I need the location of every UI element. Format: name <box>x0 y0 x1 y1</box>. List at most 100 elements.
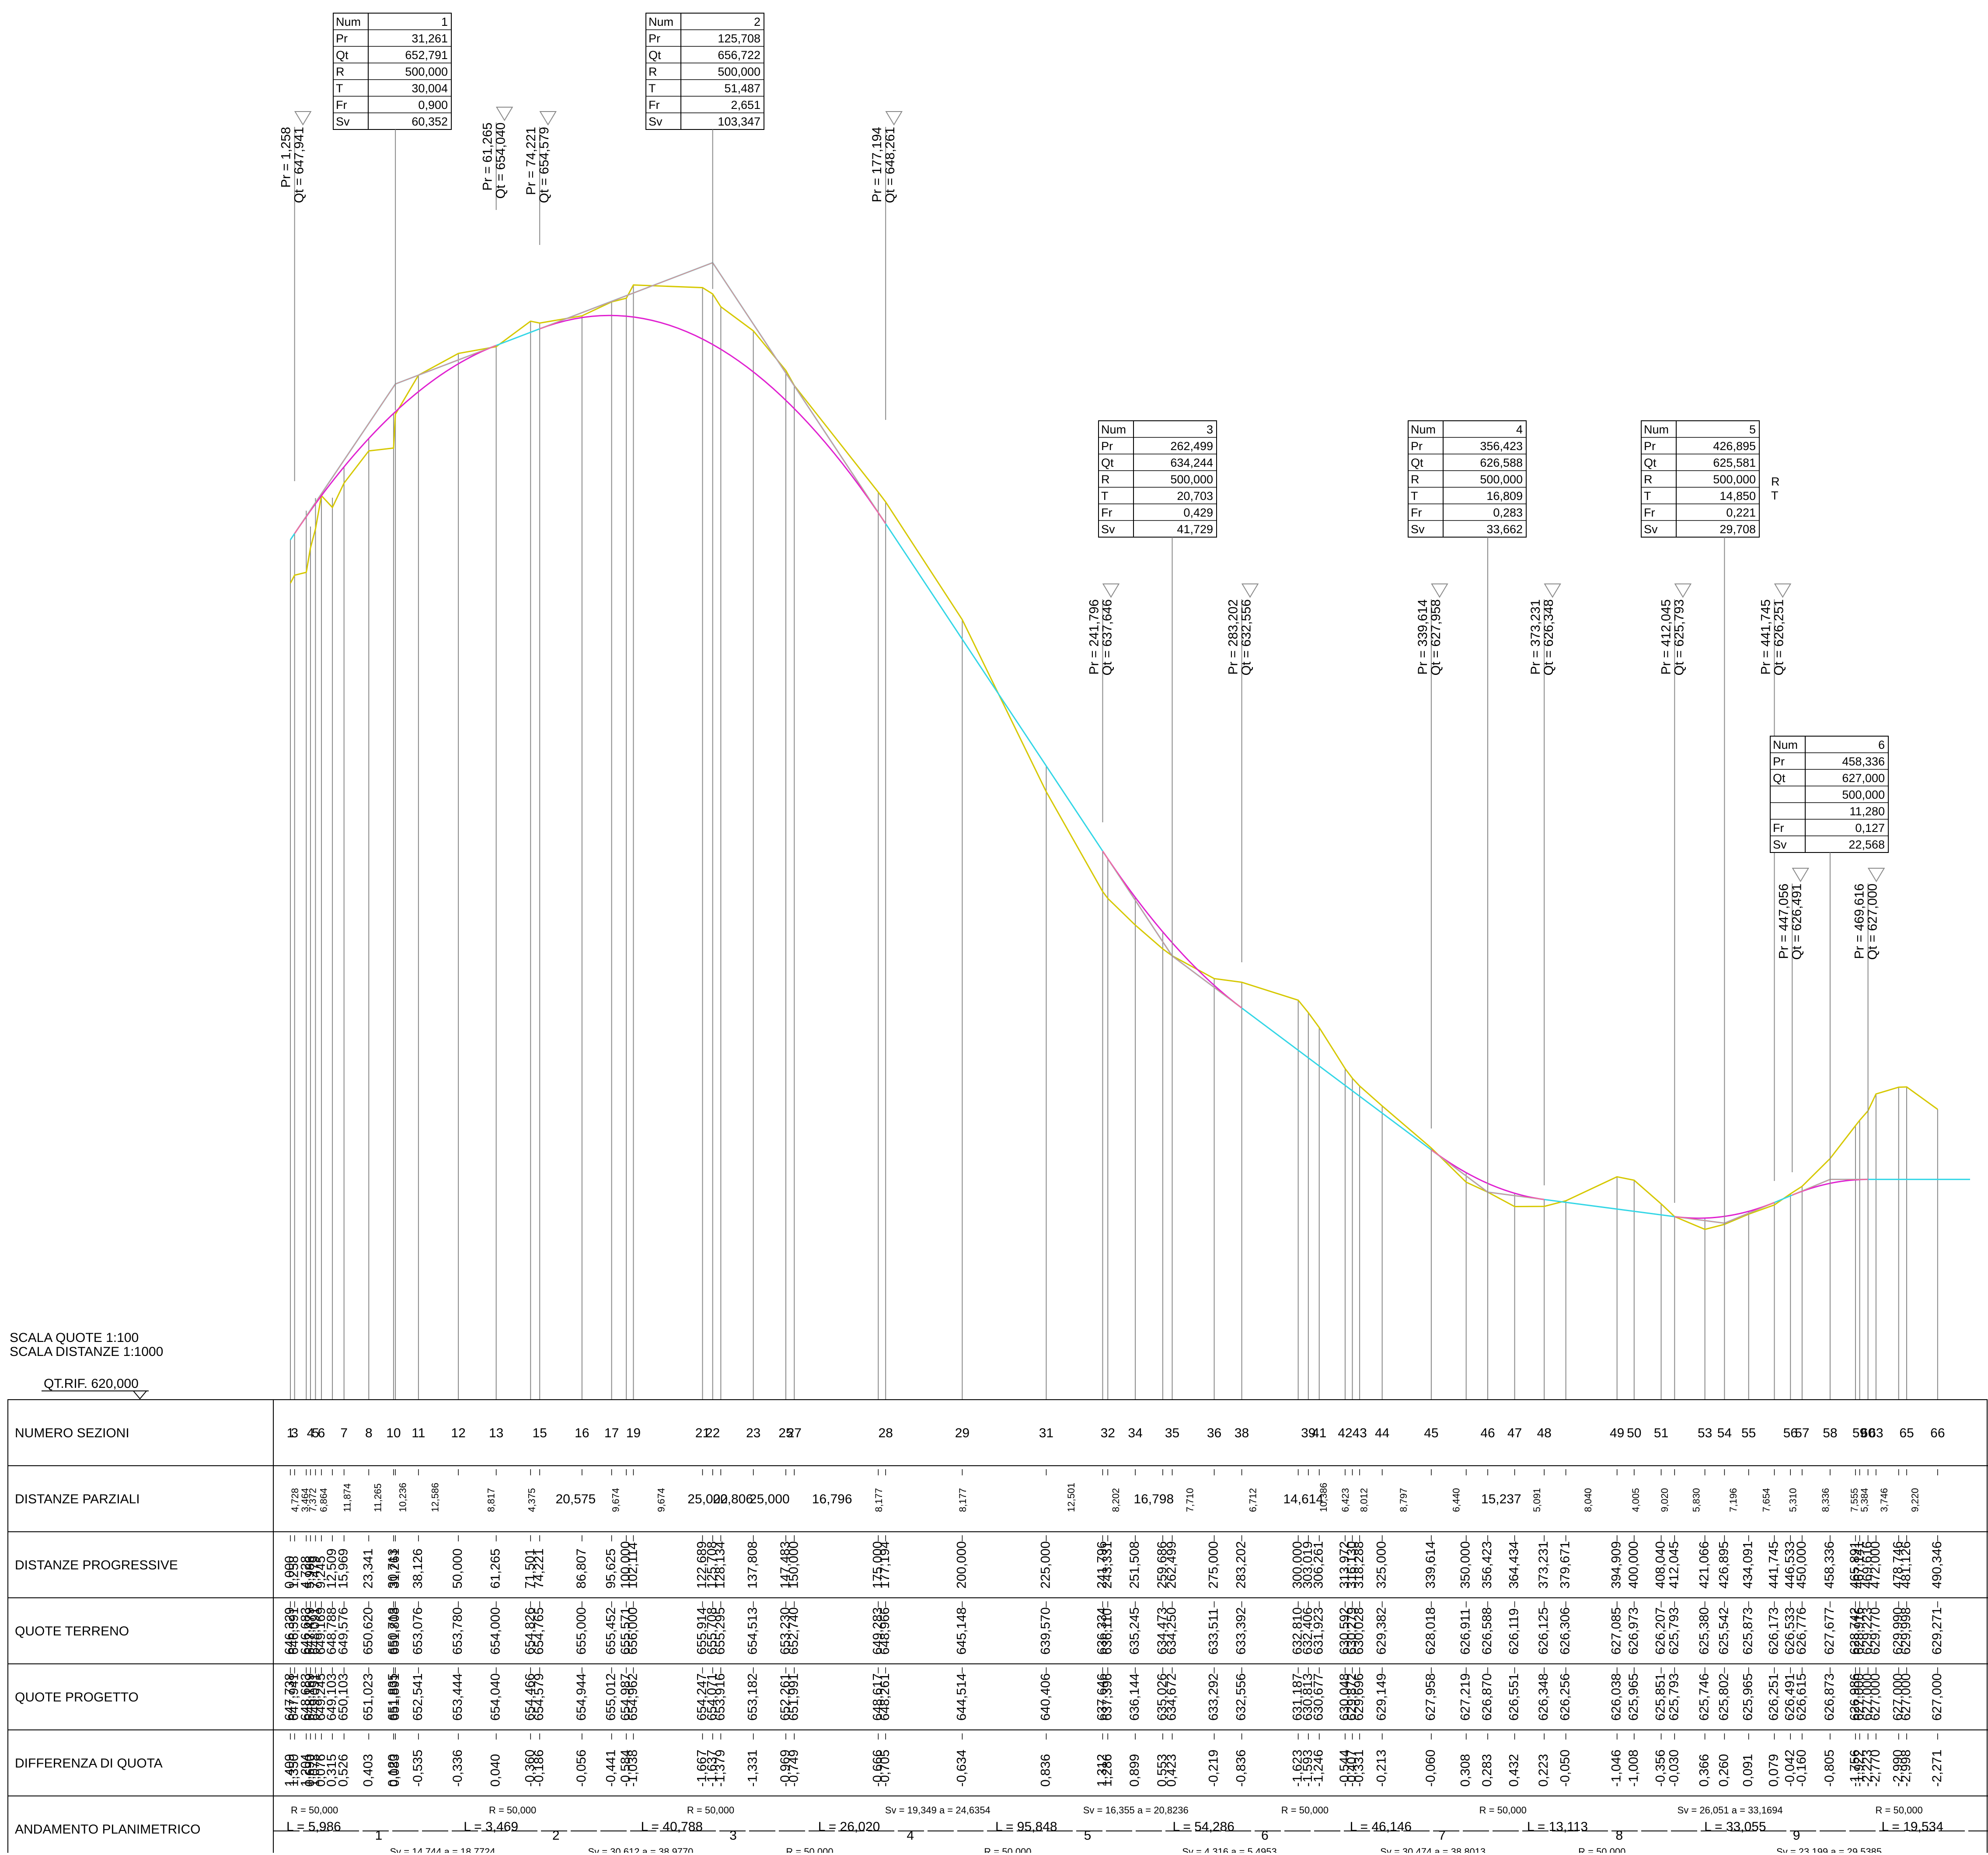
section-number-43: 43 <box>1352 1426 1367 1440</box>
scale-heights-label: SCALA QUOTE 1:100 <box>10 1331 139 1345</box>
grade-break-triangle-9 <box>1774 583 1792 598</box>
terrain-value-32: 635,245 <box>1127 1607 1142 1655</box>
difference-value-47: 0,432 <box>1507 1754 1521 1787</box>
planimetry-curve-info-4: R = 50,000 <box>687 1805 734 1816</box>
planimetry-element-8: L = 95,848 <box>995 1820 1057 1834</box>
box-value-Sv: 29,708 <box>1719 523 1756 536</box>
box-key-Num: Num <box>649 15 673 28</box>
difference-value-25: -0,749 <box>786 1750 801 1787</box>
vertical-curve-box-3: Num 3 Pr 262,499 Qt 634,244 R 500,000 T 20,703 Fr 0… <box>1098 420 1217 538</box>
vertical-curve-box-6: Num 6 Pr 458,336 Qt 627,000 500,000 11,280 Fr 0,1… <box>1770 736 1889 853</box>
box-value-R: 500,000 <box>1170 473 1213 486</box>
section-number-12: 12 <box>451 1426 465 1440</box>
section-number-1: 1 <box>287 1426 294 1440</box>
section-number-56: 56 <box>1783 1426 1798 1440</box>
partial-distance-0: 4,728 <box>289 1488 300 1512</box>
box-value-Num: 1 <box>441 15 448 28</box>
project-value-21: 654,071 <box>705 1673 719 1721</box>
partial-distance-29: 6,440 <box>1451 1488 1461 1512</box>
project-value-49: 626,256 <box>1558 1673 1573 1721</box>
project-value-27: 648,261 <box>878 1673 892 1721</box>
partial-distance-42: 3,746 <box>1879 1488 1890 1512</box>
partial-distance-24: 14,614 <box>1283 1492 1323 1506</box>
progressive-value-39: 306,261 <box>1311 1541 1326 1589</box>
progressive-value-41: 316,130 <box>1345 1541 1359 1589</box>
terrain-value-31: 636,110 <box>1100 1608 1114 1655</box>
section-number-27: 27 <box>787 1426 802 1440</box>
box-value-Num: 3 <box>1207 423 1213 436</box>
box-value-R: 500,000 <box>405 65 448 78</box>
terrain-value-65: 629,990 <box>1891 1607 1905 1655</box>
box-key-Fr: Fr <box>1644 506 1655 519</box>
reference-elevation-label: QT.RIF. 620,000 <box>44 1376 139 1391</box>
terrain-value-51: 626,973 <box>1626 1607 1641 1655</box>
planimetry-element-10: L = 54,286 <box>1172 1820 1235 1834</box>
progressive-value-15: 74,221 <box>532 1548 546 1589</box>
box-value-Qt: 634,244 <box>1170 456 1213 469</box>
section-number-29: 29 <box>955 1426 970 1440</box>
box-key-Qt: Qt <box>1101 456 1114 469</box>
section-number-44: 44 <box>1375 1426 1389 1440</box>
terrain-value-66: 629,998 <box>1899 1607 1913 1655</box>
project-value-60: 626,873 <box>1822 1673 1837 1721</box>
difference-value-51: -1,008 <box>1626 1750 1641 1787</box>
project-value-10: 651,891 <box>387 1673 402 1721</box>
partial-distance-11: 9,674 <box>610 1488 621 1512</box>
box-key-Qt: Qt <box>1644 456 1657 469</box>
terrain-value-33: 634,473 <box>1155 1607 1169 1655</box>
band-title-4: QUOTE PROGETTO <box>15 1690 139 1705</box>
terrain-value-54: 625,380 <box>1697 1607 1712 1655</box>
box-key-Qt: Qt <box>1411 456 1423 469</box>
difference-value-65: -2,990 <box>1891 1750 1905 1787</box>
box-value-Qt: 627,000 <box>1842 772 1885 785</box>
terrain-profile-line <box>289 284 1938 1230</box>
box-value-Qt: 626,588 <box>1480 456 1523 469</box>
section-number-31: 31 <box>1039 1426 1053 1440</box>
difference-value-22: -1,379 <box>713 1750 727 1787</box>
progressive-value-40: 313,972 <box>1337 1541 1352 1589</box>
difference-value-67: -2,271 <box>1930 1750 1944 1787</box>
progressive-value-59: 450,000 <box>1794 1541 1809 1589</box>
progressive-value-33: 259,686 <box>1155 1541 1169 1589</box>
box-key-T: T <box>649 82 656 95</box>
difference-value-42: -0,331 <box>1352 1750 1366 1787</box>
box-key-T: T <box>1101 489 1109 503</box>
project-value-20: 654,247 <box>694 1673 709 1721</box>
difference-value-2: 1,204 <box>298 1754 313 1787</box>
difference-value-30: 1,312 <box>1095 1754 1109 1787</box>
partial-distance-18: 8,177 <box>957 1488 968 1512</box>
terrain-value-63: 629,223 <box>1860 1607 1875 1655</box>
box-value-Fr: 0,900 <box>418 98 448 112</box>
box-key-Fr: Fr <box>1101 506 1112 519</box>
progressive-value-3: 5,986 <box>303 1556 317 1589</box>
box-key-Num: Num <box>1411 423 1436 436</box>
terrain-value-35: 633,511 <box>1207 1608 1221 1655</box>
terrain-value-36: 633,392 <box>1234 1607 1249 1655</box>
difference-value-19: -1,038 <box>625 1750 640 1787</box>
box-key-Num: Num <box>1101 423 1126 436</box>
progressive-value-66: 481,126 <box>1899 1541 1913 1589</box>
project-value-12: 653,444 <box>450 1673 465 1721</box>
planimetry-element-1: 1 <box>375 1828 383 1843</box>
terrain-value-39: 631,923 <box>1311 1607 1326 1655</box>
project-value-58: 626,491 <box>1782 1673 1797 1721</box>
project-value-46: 626,870 <box>1480 1673 1494 1721</box>
difference-value-21: -1,637 <box>705 1750 719 1787</box>
progressive-value-9: 30,713 <box>386 1548 400 1589</box>
partial-distance-10: 20,575 <box>555 1492 596 1506</box>
progressive-value-5: 9,245 <box>314 1556 328 1589</box>
box-key-Qt: Qt <box>649 49 661 62</box>
terrain-value-67: 629,271 <box>1930 1607 1944 1655</box>
progressive-value-34: 262,499 <box>1165 1541 1179 1589</box>
project-value-19: 654,962 <box>625 1673 640 1721</box>
grade-break-pr-10: Pr = 447,056 <box>1776 884 1791 959</box>
partial-distance-6: 10,236 <box>397 1483 408 1512</box>
terrain-value-19: 656,000 <box>625 1607 640 1655</box>
partial-distance-32: 8,040 <box>1583 1488 1594 1512</box>
progressive-value-29: 225,000 <box>1038 1541 1053 1589</box>
section-number-54: 54 <box>1717 1426 1732 1440</box>
grade-break-qt-4: Qt = 637,646 <box>1100 599 1114 675</box>
difference-value-46: 0,283 <box>1480 1754 1494 1787</box>
box-border <box>1770 736 1889 853</box>
grade-break-pr-6: Pr = 339,614 <box>1416 599 1430 675</box>
